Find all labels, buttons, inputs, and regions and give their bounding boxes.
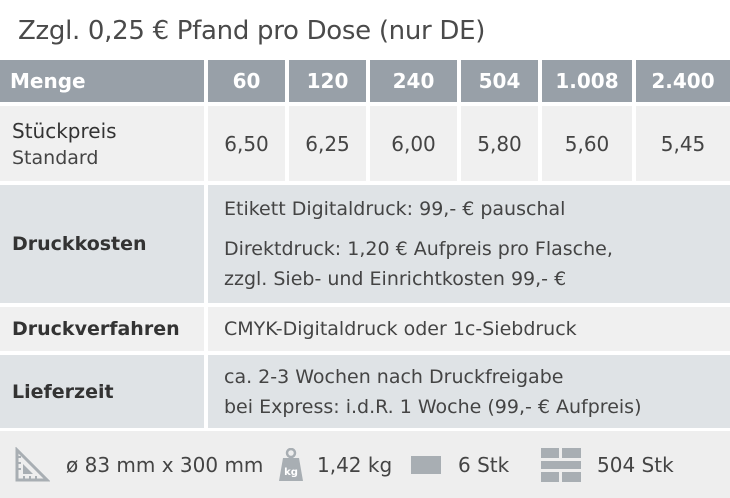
table-row-druckkosten: Druckkosten Etikett Digitaldruck: 99,- €… — [0, 185, 730, 303]
box-icon — [411, 431, 441, 498]
product-info-bar: ø 83 mm x 300 mm kg 1,42 kg 6 Stk 504 St… — [0, 431, 730, 498]
druckkosten-details: Etikett Digitaldruck: 99,- € pauschal Di… — [208, 185, 730, 303]
header-quantity: 504 — [461, 60, 538, 102]
row-label-lieferzeit: Lieferzeit — [0, 355, 204, 428]
ruler-triangle-icon — [14, 431, 50, 498]
weight-icon-text: kg — [284, 467, 298, 478]
table-row-stueckpreis: Stückpreis Standard 6,50 6,25 6,00 5,80 … — [0, 106, 730, 181]
weight-icon: kg — [278, 431, 304, 498]
price-cell: 6,00 — [370, 106, 457, 181]
row-label-druckkosten: Druckkosten — [0, 185, 204, 303]
table-row-druckverfahren: Druckverfahren CMYK-Digitaldruck oder 1c… — [0, 307, 730, 351]
table-header-row: Menge 60 120 240 504 1.008 2.400 — [0, 60, 730, 102]
pallet-text: 504 Stk — [597, 452, 674, 477]
pack-text: 6 Stk — [458, 452, 510, 477]
druckkosten-label: Druckkosten — [12, 233, 147, 255]
druckverfahren-text: CMYK-Digitaldruck oder 1c-Siebdruck — [224, 318, 577, 340]
druckkosten-line: Etikett Digitaldruck: 99,- € pauschal — [224, 198, 566, 220]
row-label-stueckpreis: Stückpreis Standard — [0, 106, 204, 181]
druckverfahren-label: Druckverfahren — [12, 318, 180, 340]
weight-text: 1,42 kg — [317, 452, 393, 477]
price-cell: 5,60 — [542, 106, 632, 181]
stueckpreis-sublabel: Standard — [12, 146, 99, 169]
price-cell: 6,25 — [289, 106, 366, 181]
table-row-lieferzeit: Lieferzeit ca. 2-3 Wochen nach Druckfrei… — [0, 355, 730, 428]
deposit-note: Zzgl. 0,25 € Pfand pro Dose (nur DE) — [18, 16, 486, 46]
lieferzeit-line: ca. 2-3 Wochen nach Druckfreigabe — [224, 365, 564, 388]
header-quantity: 2.400 — [636, 60, 730, 102]
pallet-icon — [541, 431, 581, 498]
header-quantity: 240 — [370, 60, 457, 102]
row-label-druckverfahren: Druckverfahren — [0, 307, 204, 351]
price-cell: 6,50 — [208, 106, 285, 181]
druckverfahren-value: CMYK-Digitaldruck oder 1c-Siebdruck — [208, 307, 730, 351]
lieferzeit-details: ca. 2-3 Wochen nach Druckfreigabe bei Ex… — [208, 355, 730, 428]
price-cell: 5,45 — [636, 106, 730, 181]
stueckpreis-label: Stückpreis — [12, 118, 117, 143]
lieferzeit-line: bei Express: i.d.R. 1 Woche (99,- € Aufp… — [224, 395, 642, 418]
dimensions-text: ø 83 mm x 300 mm — [66, 452, 264, 477]
header-quantity: 1.008 — [542, 60, 632, 102]
price-cell: 5,80 — [461, 106, 538, 181]
druckkosten-line: zzgl. Sieb- und Einrichtkosten 99,- € — [224, 268, 567, 290]
header-label-menge: Menge — [0, 60, 204, 102]
druckkosten-line: Direktdruck: 1,20 € Aufpreis pro Flasche… — [224, 238, 613, 260]
lieferzeit-label: Lieferzeit — [12, 380, 114, 403]
header-quantity: 120 — [289, 60, 366, 102]
header-quantity: 60 — [208, 60, 285, 102]
